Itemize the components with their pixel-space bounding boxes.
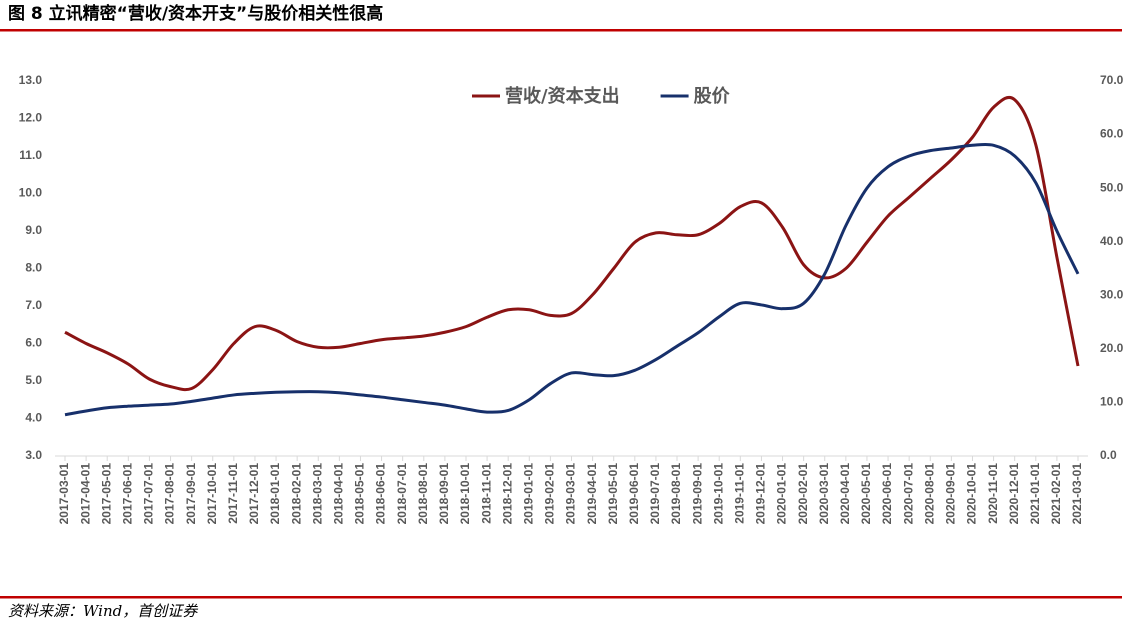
legend-label: 营收/资本支出	[505, 85, 620, 107]
y2-tick-label: 10.0	[1100, 395, 1124, 409]
x-tick-label: 2018-07-01	[395, 463, 409, 525]
x-tick-label: 2019-08-01	[669, 463, 683, 525]
y2-tick-label: 0.0	[1100, 448, 1117, 462]
x-tick-label: 2019-04-01	[585, 463, 599, 525]
x-tick-label: 2018-11-01	[479, 463, 493, 524]
x-tick-label: 2018-08-01	[416, 463, 430, 525]
y-tick-label: 5.0	[25, 373, 42, 387]
x-tick-label: 2018-04-01	[332, 463, 346, 525]
x-tick-label: 2018-12-01	[500, 463, 514, 525]
x-tick-label: 2019-05-01	[606, 463, 620, 525]
chart-title: 图 8 立讯精密“营收/资本开支”与股价相关性很高	[8, 3, 383, 24]
y2-tick-label: 60.0	[1100, 127, 1124, 141]
x-tick-label: 2019-09-01	[690, 463, 704, 525]
y-tick-label: 3.0	[25, 448, 42, 462]
x-tick-label: 2020-11-01	[986, 463, 1000, 524]
y-tick-label: 8.0	[25, 261, 42, 275]
x-tick-label: 2019-02-01	[543, 463, 557, 525]
x-tick-label: 2020-08-01	[922, 463, 936, 525]
x-tick-label: 2018-06-01	[374, 463, 388, 525]
x-tick-label: 2021-01-01	[1028, 463, 1042, 525]
x-tick-label: 2019-11-01	[733, 463, 747, 524]
x-tick-label: 2017-12-01	[247, 463, 261, 525]
x-tick-label: 2017-07-01	[142, 463, 156, 525]
x-tick-label: 2017-04-01	[78, 463, 92, 525]
x-tick-label: 2021-03-01	[1070, 463, 1084, 525]
x-tick-label: 2019-06-01	[627, 463, 641, 525]
x-tick-label: 2020-07-01	[901, 463, 915, 525]
y2-tick-label: 70.0	[1100, 73, 1124, 87]
series-line	[64, 95, 1080, 392]
x-tick-label: 2017-08-01	[163, 463, 177, 525]
x-tick-label: 2021-02-01	[1049, 463, 1063, 525]
y-tick-label: 7.0	[25, 298, 42, 312]
x-tick-label: 2020-02-01	[796, 463, 810, 525]
legend-label: 股价	[693, 86, 731, 107]
x-tick-label: 2018-05-01	[353, 463, 367, 525]
x-tick-label: 2020-06-01	[880, 463, 894, 525]
x-tick-label: 2017-03-01	[57, 463, 71, 525]
x-tick-label: 2020-04-01	[838, 463, 852, 525]
x-tick-label: 2017-09-01	[184, 463, 198, 525]
x-tick-label: 2019-03-01	[564, 463, 578, 525]
x-tick-label: 2018-02-01	[289, 463, 303, 525]
title-rule	[0, 29, 1122, 32]
y-tick-label: 11.0	[19, 148, 42, 162]
y-tick-label: 10.0	[19, 186, 43, 200]
x-tick-label: 2020-05-01	[859, 463, 873, 525]
y2-tick-label: 40.0	[1100, 234, 1124, 248]
x-tick-label: 2019-12-01	[754, 463, 768, 525]
x-tick-label: 2019-01-01	[521, 463, 535, 525]
x-tick-label: 2017-06-01	[120, 463, 134, 525]
x-tick-label: 2020-03-01	[817, 463, 831, 525]
source-note: 资料来源：Wind，首创证券	[8, 602, 198, 620]
x-tick-label: 2018-03-01	[310, 463, 324, 525]
y-tick-label: 6.0	[25, 336, 42, 350]
series-line	[64, 142, 1080, 417]
y2-tick-label: 20.0	[1100, 341, 1124, 355]
x-tick-label: 2017-11-01	[226, 463, 240, 524]
x-tick-label: 2018-10-01	[458, 463, 472, 525]
x-tick-label: 2019-10-01	[711, 463, 725, 525]
x-tick-label: 2017-05-01	[99, 463, 113, 525]
x-tick-label: 2017-10-01	[205, 463, 219, 525]
x-tick-label: 2019-07-01	[648, 463, 662, 525]
y2-tick-label: 30.0	[1100, 287, 1124, 301]
y-tick-label: 4.0	[25, 411, 42, 425]
y-tick-label: 9.0	[25, 223, 42, 237]
footer-rule	[0, 596, 1122, 599]
x-tick-label: 2020-09-01	[944, 463, 958, 525]
x-tick-label: 2018-01-01	[268, 463, 282, 525]
x-tick-label: 2020-01-01	[775, 463, 789, 525]
y-tick-label: 13.0	[19, 73, 43, 87]
x-tick-label: 2018-09-01	[437, 463, 451, 525]
x-tick-label: 2020-12-01	[1007, 463, 1021, 525]
x-tick-label: 2020-10-01	[965, 463, 979, 525]
y-tick-label: 12.0	[19, 111, 43, 125]
y2-tick-label: 50.0	[1100, 180, 1124, 194]
